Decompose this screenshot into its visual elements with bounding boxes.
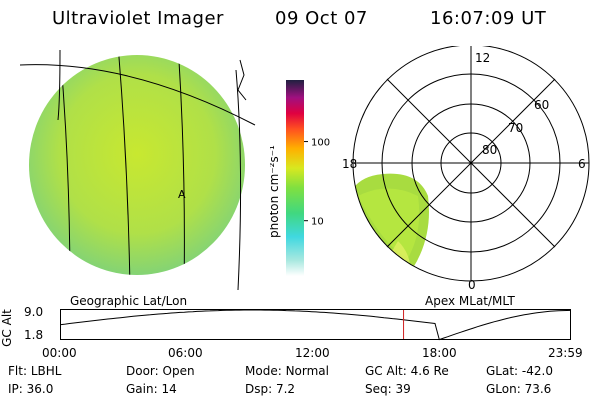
geographic-image: A bbox=[19, 49, 256, 290]
status-mode: Mode: Normal bbox=[245, 364, 329, 378]
altitude-ytick-max: 9.0 bbox=[24, 305, 44, 319]
mlt-label-12: 12 bbox=[475, 51, 490, 65]
status-glon: GLon: 73.6 bbox=[486, 382, 552, 396]
earth-disk bbox=[29, 55, 245, 275]
altitude-ytick-min: 1.8 bbox=[24, 328, 44, 342]
mlat-label-70: 70 bbox=[508, 121, 523, 135]
colorbar-tick-label: 10 bbox=[311, 217, 324, 228]
xtick-2359: 23:59 bbox=[548, 346, 583, 360]
mlt-label-0: 0 bbox=[468, 278, 476, 292]
xtick-1800: 18:00 bbox=[422, 346, 457, 360]
colorbar-gradient bbox=[286, 80, 304, 276]
mlat-label-80: 80 bbox=[482, 143, 497, 157]
polar-grid bbox=[352, 46, 590, 282]
status-glat: GLat: -42.0 bbox=[486, 364, 553, 378]
status-seq: Seq: 39 bbox=[365, 382, 411, 396]
xtick-0600: 06:00 bbox=[168, 346, 203, 360]
map-marker-label: A bbox=[178, 188, 186, 201]
altitude-curve bbox=[60, 309, 572, 341]
status-gain: Gain: 14 bbox=[126, 382, 177, 396]
altitude-chart bbox=[60, 309, 572, 341]
mlat-label-60: 60 bbox=[534, 98, 549, 112]
instrument-title: Ultraviolet Imager bbox=[52, 8, 224, 29]
status-gc-alt: GC Alt: 4.6 Re bbox=[365, 364, 449, 378]
mlt-label-18: 18 bbox=[342, 157, 357, 171]
colorbar: 100 10 photon cm⁻²s⁻¹ bbox=[270, 80, 330, 276]
mlt-label-6: 6 bbox=[578, 157, 586, 171]
xtick-1200: 12:00 bbox=[295, 346, 330, 360]
apex-caption: Apex MLat/MLT bbox=[425, 294, 515, 308]
polar-plot: 12 18 6 0 60 70 80 bbox=[342, 46, 590, 292]
colorbar-label: photon cm⁻²s⁻¹ bbox=[270, 145, 281, 238]
date-label: 09 Oct 07 bbox=[275, 8, 368, 29]
time-label: 16:07:09 UT bbox=[430, 8, 547, 29]
altitude-ylabel: GC Alt bbox=[0, 309, 14, 347]
altitude-ylabel-wrap: GC Alt bbox=[0, 305, 14, 351]
status-dsp: Dsp: 7.2 bbox=[245, 382, 296, 396]
status-ip: IP: 36.0 bbox=[8, 382, 54, 396]
altitude-frame bbox=[60, 309, 571, 340]
xtick-0000: 00:00 bbox=[42, 346, 77, 360]
lat-lon-grid bbox=[19, 49, 256, 290]
status-flt: Flt: LBHL bbox=[8, 364, 62, 378]
status-door: Door: Open bbox=[126, 364, 195, 378]
colorbar-tick-label: 100 bbox=[311, 138, 330, 149]
geographic-caption: Geographic Lat/Lon bbox=[70, 294, 188, 308]
